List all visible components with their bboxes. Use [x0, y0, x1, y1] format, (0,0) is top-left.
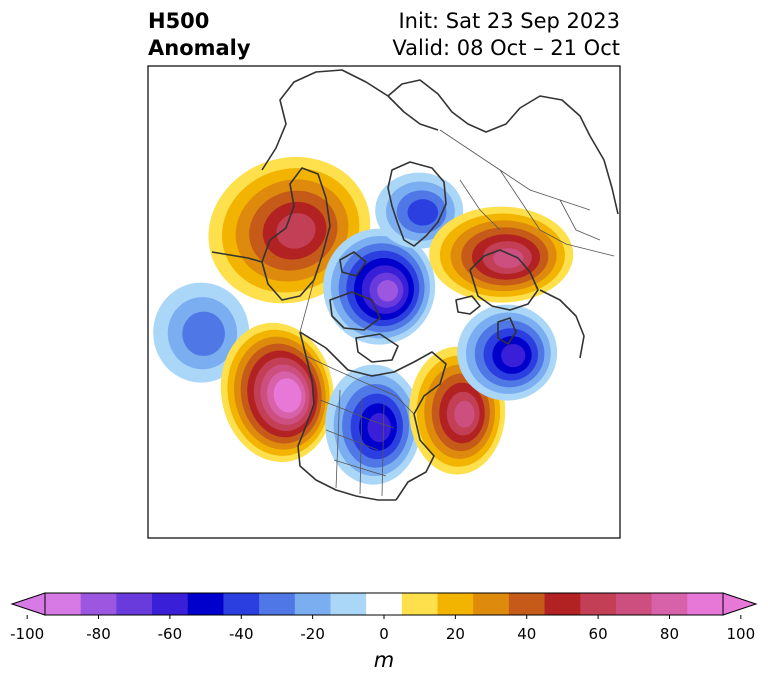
- border-asia: [539, 199, 615, 257]
- coast-siberia: [261, 69, 439, 171]
- anomaly-polar-trough: [323, 228, 436, 345]
- colorbar-cell: [366, 593, 403, 615]
- colorbar-cell: [580, 593, 617, 615]
- coast-taymyr: [387, 79, 591, 137]
- anomaly-contour: [182, 311, 225, 357]
- anomaly-contour: [493, 248, 524, 269]
- anomaly-atlantic-trough: [457, 304, 558, 401]
- colorbar-cell: [473, 593, 510, 615]
- colorbar-min-arrow: [10, 592, 46, 616]
- colorbar-unit-label: m: [374, 648, 394, 672]
- border-us-states: [319, 389, 395, 497]
- coast-canada: [299, 331, 447, 501]
- title-field-type: Anomaly: [148, 36, 251, 60]
- colorbar-tick-label: 80: [660, 625, 679, 643]
- colorbar-cell: [687, 593, 724, 615]
- border-russia: [439, 129, 591, 231]
- colorbar-tick-label: 100: [727, 625, 756, 643]
- colorbar-max-arrow: [722, 592, 758, 616]
- colorbar-cell: [259, 593, 296, 615]
- colorbar-tick-label: 60: [589, 625, 608, 643]
- anomaly-blobs: [153, 156, 574, 485]
- title-valid-range: Valid: 08 Oct – 21 Oct: [392, 36, 620, 60]
- title-init-date: Init: Sat 23 Sep 2023: [398, 9, 620, 33]
- anomaly-central-us-trough: [325, 364, 422, 485]
- map-canvas: [148, 66, 620, 538]
- anomaly-contour: [377, 280, 399, 302]
- coast-uk: [497, 317, 517, 345]
- colorbar-cell: [223, 593, 260, 615]
- colorbar-tick-label: -20: [300, 625, 325, 643]
- coast-alaska: [261, 167, 331, 301]
- colorbar-tick-label: -100: [10, 625, 44, 643]
- colorbar-cell: [187, 593, 224, 615]
- colorbar-cell: [651, 593, 688, 615]
- border-alaska: [299, 279, 315, 333]
- anomaly-contour: [276, 213, 316, 249]
- colorbar-cell: [401, 593, 439, 615]
- coast-iceland: [455, 295, 481, 315]
- coast-us-west: [297, 331, 396, 501]
- anomaly-europe-ridge: [429, 206, 574, 303]
- anomaly-contour: [501, 343, 526, 368]
- coast-europe: [469, 249, 585, 359]
- colorbar-cell: [437, 593, 474, 615]
- coast-arctic-islands: [329, 251, 399, 363]
- colorbar-cell: [330, 593, 367, 615]
- anomaly-east-pacific-trough: [153, 282, 250, 383]
- border-us-canada: [305, 355, 415, 415]
- colorbar-cell: [80, 593, 117, 615]
- colorbar-tick-label: -80: [86, 625, 111, 643]
- colorbar-cell: [116, 593, 153, 615]
- chart-title-left: H500 Anomaly: [148, 8, 251, 62]
- anomaly-west-coast-ridge: [220, 322, 334, 463]
- anomaly-contour: [280, 385, 298, 407]
- colorbar-tick-label: -60: [158, 625, 183, 643]
- chart-title-right: Init: Sat 23 Sep 2023 Valid: 08 Oct – 21…: [392, 8, 620, 62]
- borders: [299, 129, 615, 497]
- coastlines: [211, 69, 619, 501]
- anomaly-contour: [454, 400, 475, 428]
- colorbar-tick-label: 20: [446, 625, 465, 643]
- colorbar-cells: [45, 593, 724, 615]
- coast-greenland: [387, 161, 447, 247]
- coast-east-asia: [589, 135, 619, 215]
- colorbar-tick-label: 40: [517, 625, 536, 643]
- colorbar-cell: [45, 593, 82, 615]
- map-frame: [147, 65, 621, 539]
- colorbar-cell: [152, 593, 189, 615]
- anomaly-contour: [367, 413, 391, 443]
- title-field-name: H500: [148, 9, 210, 33]
- colorbar-tick-label: -40: [229, 625, 254, 643]
- colorbar-tick-label: 0: [379, 625, 389, 643]
- colorbar-cell: [508, 593, 546, 615]
- anomaly-contour: [407, 199, 439, 226]
- colorbar-ticks: -100 -80 -60 -40 -20 0 20 40 60 80 100: [10, 615, 755, 643]
- coast-aleutians: [211, 251, 263, 263]
- colorbar-cell: [544, 593, 581, 615]
- colorbar-cell: [294, 593, 331, 615]
- colorbar-cell: [615, 593, 653, 615]
